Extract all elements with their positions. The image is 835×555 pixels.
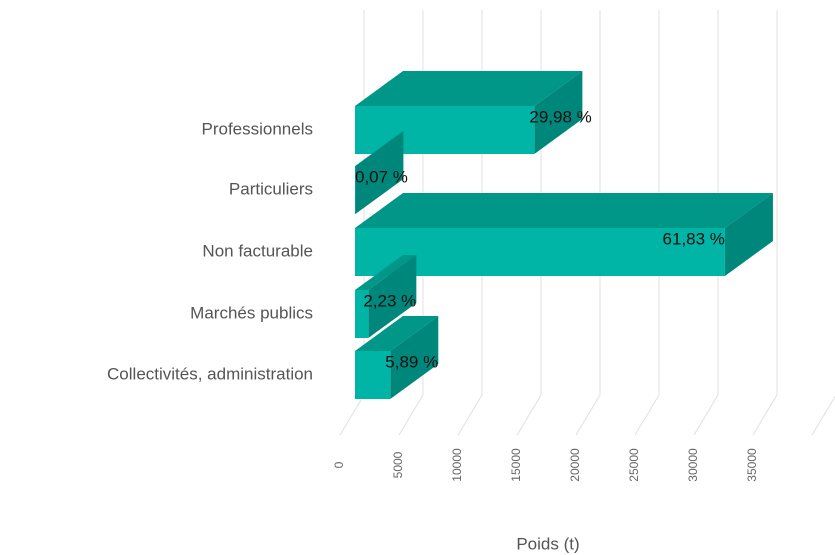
x-tick-label: 10000 [450, 448, 464, 482]
x-tick-label: 15000 [509, 448, 523, 482]
data-label: 5,89 % [385, 352, 438, 371]
x-tick-label: 20000 [568, 448, 582, 482]
grid-line [752, 10, 778, 436]
bar-side [368, 255, 417, 338]
bar-top [355, 193, 773, 228]
grid-line [575, 10, 601, 436]
bar [355, 351, 391, 399]
bar-top [355, 71, 583, 106]
grid-line [634, 10, 660, 436]
data-label: 0,07 % [355, 167, 408, 186]
data-label: 29,98 % [529, 107, 591, 126]
x-tick-label: 25000 [627, 448, 641, 482]
bar-side [390, 316, 439, 399]
bar-side [534, 71, 583, 154]
data-label: 61,83 % [663, 229, 725, 248]
y-tick-label: Marchés publics [190, 303, 313, 322]
grid-line [811, 395, 835, 436]
bar-top [355, 316, 439, 351]
x-tick-label: 5000 [391, 451, 405, 478]
bar [355, 290, 369, 338]
x-tick-label: 35000 [745, 448, 759, 482]
x-axis-title: Poids (t) [516, 534, 579, 553]
bar [355, 166, 356, 214]
bar-top [355, 255, 417, 290]
y-tick-label: Collectivités, administration [107, 364, 313, 383]
x-tick-label: 0 [332, 461, 346, 468]
y-tick-label: Non facturable [202, 241, 313, 260]
bar-side [724, 193, 773, 276]
x-tick-label: 30000 [686, 448, 700, 482]
y-tick-label: Particuliers [229, 179, 313, 198]
bar [355, 228, 725, 276]
y-tick-label: Professionnels [201, 119, 313, 138]
grid-line [693, 10, 719, 436]
data-label: 2,23 % [363, 291, 416, 310]
bar-top [355, 131, 404, 166]
bar-side [355, 131, 404, 214]
